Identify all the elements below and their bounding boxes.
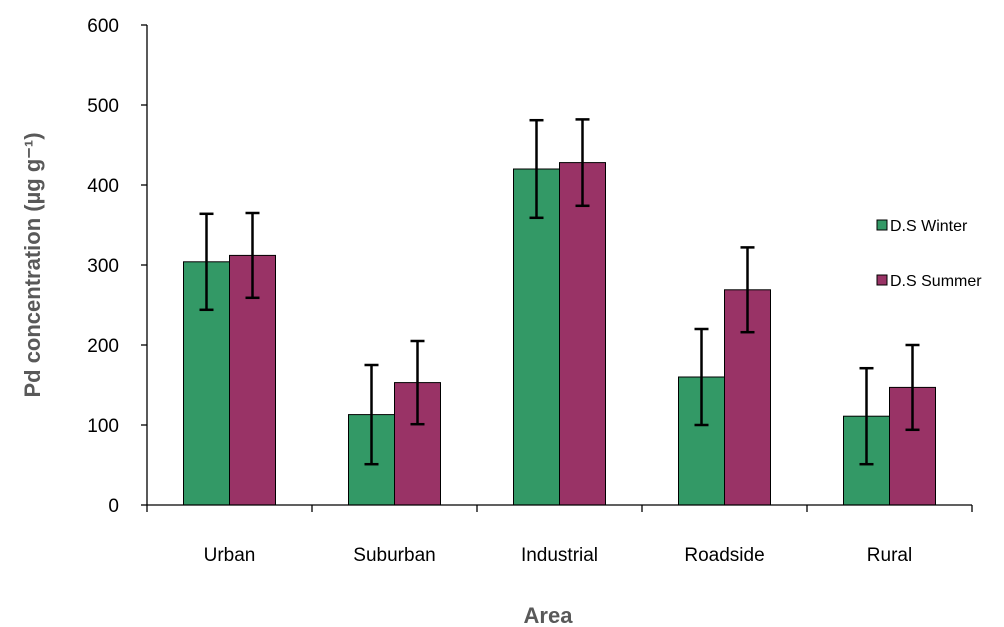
y-axis-title: Pd concentration (µg g⁻¹) xyxy=(20,132,45,397)
legend-swatch xyxy=(876,219,888,231)
legend-label: D.S Summer xyxy=(890,273,982,290)
x-tick-label: Industrial xyxy=(521,545,598,566)
y-tick-label: 600 xyxy=(87,16,119,37)
y-tick-label: 200 xyxy=(87,336,119,357)
bar xyxy=(513,168,560,506)
error-bars-layer xyxy=(199,118,920,466)
bars-layer xyxy=(183,162,936,506)
x-tick-label: Roadside xyxy=(684,545,764,566)
y-tick-label: 100 xyxy=(87,416,119,437)
y-ticks-layer: 0 100 200 300 400 500 600 xyxy=(87,16,147,517)
x-axis-title: Area xyxy=(524,603,574,627)
legend-swatch xyxy=(876,274,888,286)
bar xyxy=(559,162,606,506)
y-tick-label: 400 xyxy=(87,176,119,197)
x-tick-label: Suburban xyxy=(353,545,435,566)
y-tick-label: 500 xyxy=(87,96,119,117)
x-tick-label: Urban xyxy=(204,545,256,566)
x-ticks-layer: Urban Suburban Industrial Roadside Rural xyxy=(146,505,973,566)
legend-label: D.S Winter xyxy=(890,218,968,235)
x-tick-label: Rural xyxy=(867,545,912,566)
legend: D.S Winter D.S Summer xyxy=(876,218,982,290)
y-tick-label: 0 xyxy=(108,496,119,517)
y-tick-label: 300 xyxy=(87,256,119,277)
